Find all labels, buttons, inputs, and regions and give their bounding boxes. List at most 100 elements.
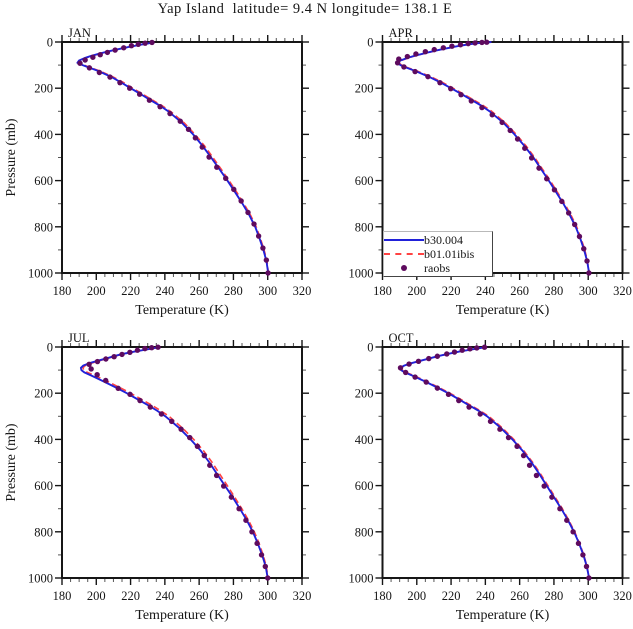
raobs-point (265, 575, 271, 581)
x-tick-label: 220 (121, 284, 140, 298)
x-tick-label: 200 (87, 284, 106, 298)
panel-label: APR (389, 26, 414, 40)
raobs-point (213, 472, 220, 479)
raobs-point (119, 351, 125, 358)
raobs-point (147, 404, 153, 410)
x-axis-title: Temperature (K) (456, 608, 550, 623)
raobs-point (142, 40, 148, 46)
raobs-point (458, 91, 464, 98)
raobs-point (514, 136, 521, 142)
raobs-point (451, 349, 458, 355)
x-tick-label: 200 (407, 589, 426, 603)
series-b30-004-line (76, 41, 270, 274)
raobs-point (228, 494, 235, 500)
raobs-point (90, 54, 96, 60)
raobs-point (459, 347, 465, 353)
y-tick-label: 400 (34, 128, 53, 142)
raobs-point (103, 356, 109, 362)
figure-title: Yap Island latitude= 9.4 N longitude= 13… (157, 1, 453, 17)
panel-label: OCT (389, 331, 414, 345)
raobs-point (111, 354, 117, 360)
y-tick-label: 400 (355, 128, 374, 142)
raobs-point (97, 52, 103, 58)
raobs-point (426, 355, 432, 362)
x-tick-label: 240 (476, 284, 495, 298)
raobs-point (88, 366, 94, 372)
raobs-point (406, 361, 412, 367)
raobs-point (260, 245, 266, 251)
raobs-point (514, 443, 520, 450)
raobs-point (507, 127, 513, 134)
raobs-point (167, 110, 173, 117)
raobs-point (127, 391, 133, 398)
raobs-point (479, 104, 485, 111)
raobs-point (127, 349, 133, 356)
raobs-point (86, 65, 93, 71)
raobs-point (468, 98, 474, 104)
raobs-point (135, 41, 141, 48)
raobs-point (121, 45, 127, 51)
legend-row-b01: b01.01ibis (384, 247, 492, 261)
raobs-point (415, 358, 422, 365)
x-tick-label: 200 (407, 284, 426, 298)
y-tick-label: 800 (34, 220, 53, 234)
raobs-point (178, 426, 184, 432)
x-tick-label: 300 (579, 589, 598, 603)
y-tick-label: 800 (34, 525, 53, 539)
raobs-point (487, 418, 494, 425)
raobs-point (564, 517, 570, 523)
raobs-point (437, 79, 443, 86)
raobs-point (526, 462, 533, 468)
raobs-point (96, 69, 103, 76)
raobs-point (249, 529, 255, 535)
x-tick-label: 260 (510, 284, 529, 298)
x-tick-label: 280 (545, 284, 564, 298)
raobs-point (565, 210, 572, 216)
raobs-point (137, 397, 143, 404)
raobs-point (128, 42, 135, 49)
x-tick-label: 280 (224, 589, 243, 603)
y-tick-label: 200 (34, 82, 53, 96)
raobs-point (263, 257, 270, 263)
raobs-point (134, 347, 141, 353)
subplot-oct: 180 200 220 240 260 280 300 320 0 200 400 600 800 100… (349, 331, 632, 623)
dashed-line-sample (384, 253, 424, 255)
raobs-point (262, 563, 269, 570)
panel-label: JUL (68, 331, 90, 345)
y-tick-label: 600 (355, 479, 374, 493)
raobs-point (146, 97, 153, 103)
y-axis-title: Pressure (mb) (4, 423, 19, 501)
plot-frame (381, 41, 624, 274)
raobs-point (457, 42, 464, 48)
y-tick-label: 0 (367, 36, 373, 50)
raobs-point (157, 103, 163, 110)
y-tick-label: 600 (355, 174, 374, 188)
raobs-point (575, 540, 582, 547)
raobs-point (397, 365, 404, 371)
raobs-point (449, 43, 455, 49)
raobs-point (586, 270, 592, 276)
subplot-jan: 180 200 220 240 260 280 300 320 0 200 400 600 800 100… (4, 26, 311, 318)
raobs-point (401, 64, 407, 70)
y-tick-label: 1000 (28, 572, 53, 586)
y-tick-label: 600 (34, 479, 53, 493)
y-tick-label: 800 (355, 525, 374, 539)
raobs-point (177, 118, 183, 124)
raobs-point (570, 529, 576, 535)
legend-swatch-area (384, 239, 424, 241)
raobs-point (445, 391, 452, 398)
raobs-point (423, 379, 429, 385)
raobs-point (489, 112, 495, 118)
x-axis-title: Temperature (K) (135, 303, 229, 318)
raobs-point (220, 483, 227, 489)
y-tick-label: 200 (355, 387, 374, 401)
raobs-point (431, 46, 437, 53)
raobs-point (434, 353, 441, 359)
raobs-point (520, 452, 527, 459)
y-tick-label: 400 (34, 433, 53, 447)
x-tick-label: 280 (224, 284, 243, 298)
raobs-point (559, 198, 565, 205)
legend-label-b30: b30.004 (424, 232, 463, 247)
raobs-point (255, 233, 262, 239)
